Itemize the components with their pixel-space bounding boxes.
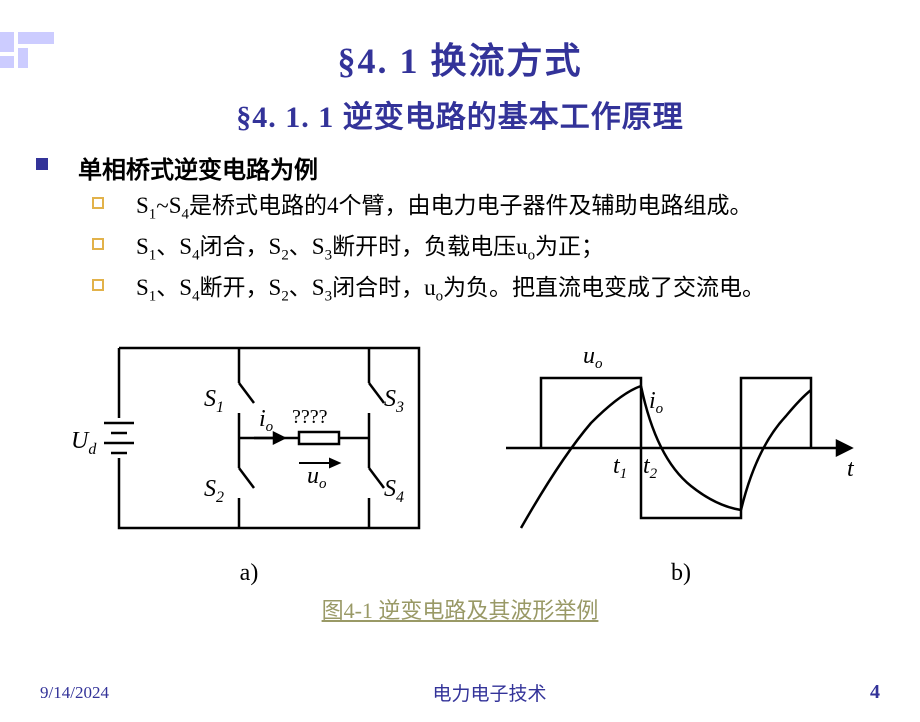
footer-subject: 电力电子技术 [109, 679, 870, 706]
main-bullet-row: 单相桥式逆变电路为例 [0, 150, 920, 185]
sub-bullet-1: S1~S4是桥式电路的4个臂，由电力电子器件及辅助电路组成。 [0, 189, 920, 226]
footer-date: 9/14/2024 [40, 683, 109, 703]
bullet-outline-icon [92, 197, 104, 209]
svg-text:t1: t1 [613, 453, 627, 482]
subsection-title: §4. 1. 1 逆变电路的基本工作原理 [0, 92, 920, 136]
svg-text:t: t [847, 456, 855, 482]
svg-text:S2: S2 [204, 476, 224, 506]
svg-text:S4: S4 [384, 476, 404, 506]
svg-text:io: io [649, 388, 664, 417]
figure-b-label: b) [491, 560, 871, 587]
bullet-outline-icon [92, 238, 104, 250]
figures-row: Ud S1 S2 S3 S4 io uo ???? a) [0, 328, 920, 587]
sub-text-3: S1、S4断开，S2、S3闭合时，uo为负。把直流电变成了交流电。 [136, 271, 765, 308]
svg-text:uo: uo [307, 463, 327, 492]
svg-text:S1: S1 [204, 386, 224, 416]
sub-bullet-3: S1、S4断开，S2、S3闭合时，uo为负。把直流电变成了交流电。 [0, 271, 920, 308]
sub-text-2: S1、S4闭合，S2、S3断开时，负载电压uo为正； [136, 230, 604, 267]
svg-text:uo: uo [583, 343, 603, 372]
corner-decoration [0, 32, 70, 72]
waveform-diagram: uo io t t1 t2 [491, 328, 871, 548]
svg-text:????: ???? [292, 406, 328, 428]
svg-text:S3: S3 [384, 386, 404, 416]
figure-b: uo io t t1 t2 b) [491, 328, 871, 587]
svg-text:Ud: Ud [71, 428, 97, 458]
circuit-diagram: Ud S1 S2 S3 S4 io uo ???? [49, 328, 449, 548]
bullet-outline-icon [92, 279, 104, 291]
main-bullet-text: 单相桥式逆变电路为例 [78, 150, 318, 185]
svg-text:t2: t2 [643, 453, 658, 482]
footer: 9/14/2024 电力电子技术 4 [0, 679, 920, 706]
sub-text-1: S1~S4是桥式电路的4个臂，由电力电子器件及辅助电路组成。 [136, 189, 752, 226]
footer-page: 4 [870, 681, 880, 704]
svg-text:io: io [259, 406, 274, 435]
sub-bullet-2: S1、S4闭合，S2、S3断开时，负载电压uo为正； [0, 230, 920, 267]
section-title: §4. 1 换流方式 [0, 32, 920, 84]
figure-a-label: a) [49, 560, 449, 587]
figure-a: Ud S1 S2 S3 S4 io uo ???? a) [49, 328, 449, 587]
bullet-square-icon [36, 158, 48, 170]
figure-caption: 图4-1 逆变电路及其波形举例 [0, 593, 920, 625]
